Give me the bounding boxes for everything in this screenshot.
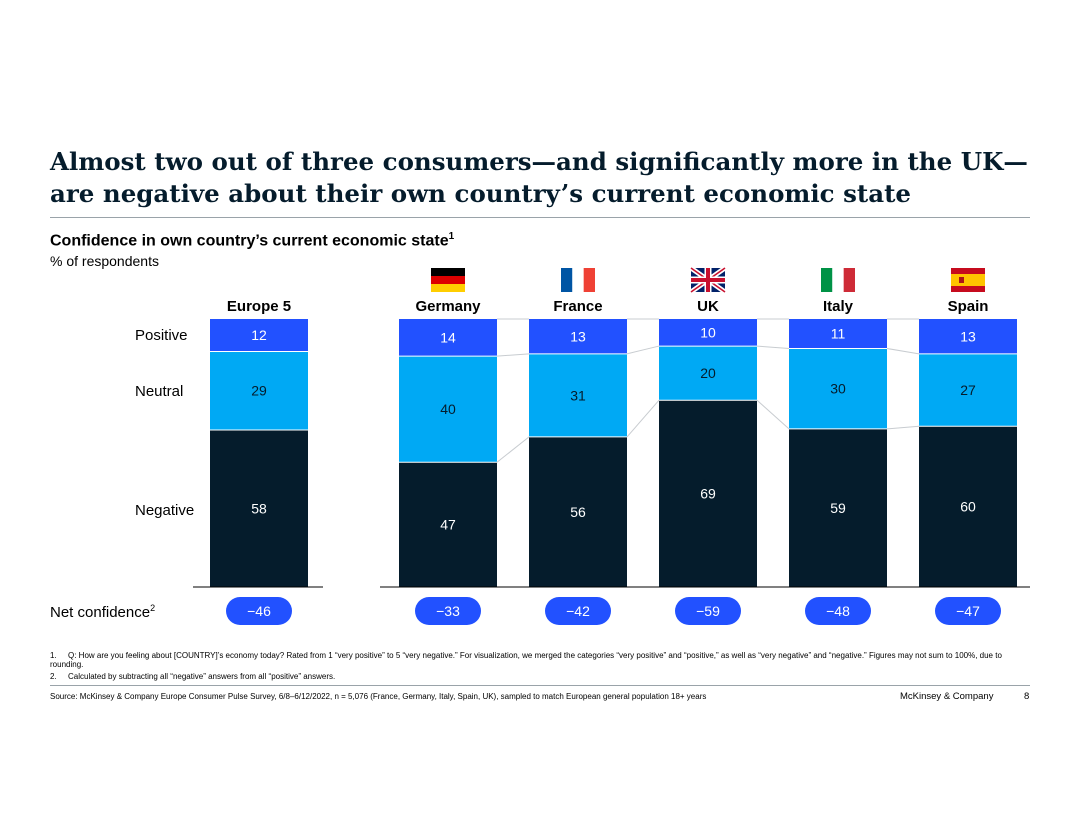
chart-subtitle-text: Confidence in own country’s current econ… <box>50 232 449 250</box>
chart-units: % of respondents <box>50 253 159 269</box>
italy-flag-icon <box>821 268 855 292</box>
bar-positive-spain <box>919 319 1017 354</box>
net-confidence-label: Net confidence2 <box>50 603 155 621</box>
footnote-1: 1. Q: How are you feeling about [COUNTRY]… <box>50 651 1030 669</box>
label-neutral-germany: 40 <box>440 401 456 417</box>
label-neutral-france: 31 <box>570 387 586 403</box>
bar-negative-europe-5 <box>210 429 308 587</box>
connector-neutral-1 <box>496 353 530 357</box>
category-label-uk: UK <box>697 298 719 315</box>
category-label-france: France <box>553 298 602 315</box>
connector-negative-1 <box>496 436 530 463</box>
category-label-europe-5: Europe 5 <box>227 298 291 315</box>
label-neutral-europe-5: 29 <box>251 383 267 399</box>
net-confidence-pill-germany <box>415 597 481 625</box>
bar-negative-germany <box>399 462 497 587</box>
category-label-germany: Germany <box>415 298 481 315</box>
source-note: Source: McKinsey & Company Europe Consum… <box>50 692 707 701</box>
bar-neutral-italy <box>789 348 887 429</box>
net-confidence-value-europe-5: −46 <box>247 603 271 619</box>
net-confidence-value-italy: −48 <box>826 603 850 619</box>
label-positive-uk: 10 <box>700 325 716 341</box>
footnote-1-text: Q: How are you feeling about [COUNTRY]’s… <box>50 651 1002 669</box>
page-number: 8 <box>1024 691 1030 702</box>
label-positive-italy: 11 <box>831 326 846 342</box>
title-divider <box>50 217 1030 218</box>
bar-neutral-spain <box>919 353 1017 427</box>
connector-neutral-2 <box>626 345 660 355</box>
uk-flag-icon <box>689 265 727 295</box>
connector-neutral-4 <box>886 347 920 355</box>
net-confidence-pill-france <box>545 597 611 625</box>
bar-positive-france <box>529 319 627 354</box>
net-confidence-value-france: −42 <box>566 603 590 619</box>
stacked-bar-chart: 12 29 58 Europe 5 −46 14 40 47 Germany −33 13 31 56 F… <box>193 265 1030 625</box>
bar-positive-uk <box>659 319 757 347</box>
france-flag-icon <box>561 268 595 292</box>
label-positive-spain: 13 <box>960 328 976 344</box>
label-neutral-spain: 27 <box>960 382 976 398</box>
brand-name: McKinsey & Company <box>900 691 994 702</box>
connector-negative-3 <box>756 399 790 430</box>
net-confidence-pill-europe-5 <box>226 597 292 625</box>
category-label-italy: Italy <box>823 298 854 315</box>
net-footnote-marker: 2 <box>150 603 156 613</box>
category-label-spain: Spain <box>948 298 989 315</box>
net-confidence-label-text: Net confidence <box>50 604 151 621</box>
connector-neutral-3 <box>756 345 790 349</box>
footnote-2: 2. Calculated by subtracting all “negativ… <box>50 672 335 681</box>
spain-flag-icon <box>951 268 985 292</box>
label-negative-uk: 69 <box>700 486 716 502</box>
label-positive-europe-5: 12 <box>251 327 267 343</box>
bar-neutral-germany <box>399 356 497 463</box>
label-negative-europe-5: 58 <box>251 500 267 516</box>
label-negative-france: 56 <box>570 504 586 520</box>
footnote-1-number: 1. <box>50 651 57 660</box>
bar-positive-europe-5 <box>210 319 308 352</box>
net-confidence-pill-italy <box>805 597 871 625</box>
connector-negative-4 <box>886 425 920 430</box>
footer-divider <box>50 685 1030 686</box>
row-label-neutral: Neutral <box>135 383 184 400</box>
row-label-positive: Positive <box>135 327 188 344</box>
bar-negative-spain <box>919 426 1017 587</box>
net-confidence-pill-uk <box>675 597 741 625</box>
label-negative-germany: 47 <box>440 517 456 533</box>
chart-subtitle: Confidence in own country’s current econ… <box>50 231 454 250</box>
bar-negative-italy <box>789 428 887 587</box>
label-negative-italy: 59 <box>830 500 846 516</box>
label-positive-france: 13 <box>570 328 586 344</box>
connector-negative-2 <box>626 399 660 438</box>
bar-positive-italy <box>789 319 887 349</box>
net-confidence-value-uk: −59 <box>696 603 720 619</box>
label-neutral-uk: 20 <box>700 365 716 381</box>
bar-positive-germany <box>399 319 497 357</box>
net-confidence-value-spain: −47 <box>956 603 980 619</box>
germany-flag-icon <box>431 268 465 292</box>
footnote-2-number: 2. <box>50 672 57 681</box>
bar-negative-uk <box>659 400 757 587</box>
page-title: Almost two out of three consumers—and si… <box>50 147 1028 208</box>
net-confidence-value-germany: −33 <box>436 603 460 619</box>
label-neutral-italy: 30 <box>830 381 846 397</box>
bar-neutral-france <box>529 353 627 437</box>
footnote-2-text: Calculated by subtracting all “negative”… <box>68 672 336 681</box>
label-negative-spain: 60 <box>960 499 976 515</box>
bar-negative-france <box>529 436 627 587</box>
row-label-negative: Negative <box>135 502 195 519</box>
subtitle-footnote-marker: 1 <box>448 231 455 242</box>
bar-neutral-uk <box>659 346 757 401</box>
net-confidence-pill-spain <box>935 597 1001 625</box>
bar-neutral-europe-5 <box>210 351 308 430</box>
label-positive-germany: 14 <box>440 330 456 346</box>
